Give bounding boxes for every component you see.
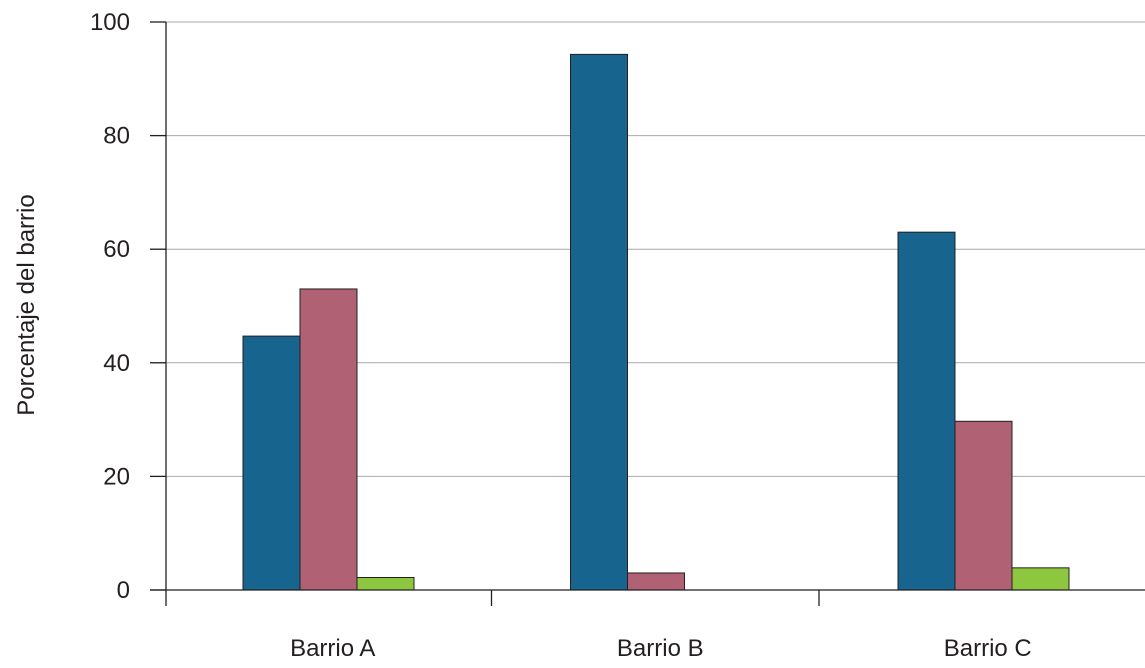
y-tick-label-20: 20 (103, 463, 130, 490)
x-category-label-3: Barrio C (944, 635, 1032, 662)
x-category-label-2: Barrio B (617, 635, 704, 662)
y-axis-title: Porcentaje del barrio (13, 194, 40, 415)
bar-barrio-c-series-2 (954, 420, 1013, 591)
bar-barrio-a-series-1 (242, 335, 301, 591)
bar-barrio-c-series-1 (897, 231, 956, 591)
y-tick-label-100: 100 (90, 9, 130, 36)
y-tick-labels: 0 20 40 60 80 100 (90, 9, 130, 604)
x-category-labels: Barrio A Barrio B Barrio C (290, 635, 1032, 662)
bar-barrio-a-series-3 (356, 577, 415, 591)
bars (242, 53, 1070, 591)
y-tick-label-80: 80 (103, 123, 130, 150)
bar-barrio-b-series-1 (570, 53, 628, 591)
bar-barrio-b-series-2 (627, 572, 685, 591)
y-tick-label-40: 40 (103, 350, 130, 377)
y-tick-label-0: 0 (117, 577, 130, 604)
y-tick-label-60: 60 (103, 236, 130, 263)
bar-barrio-a-series-2 (299, 288, 358, 591)
bar-barrio-c-series-3 (1011, 567, 1070, 591)
axes (150, 21, 1145, 606)
x-category-label-1: Barrio A (290, 635, 375, 662)
